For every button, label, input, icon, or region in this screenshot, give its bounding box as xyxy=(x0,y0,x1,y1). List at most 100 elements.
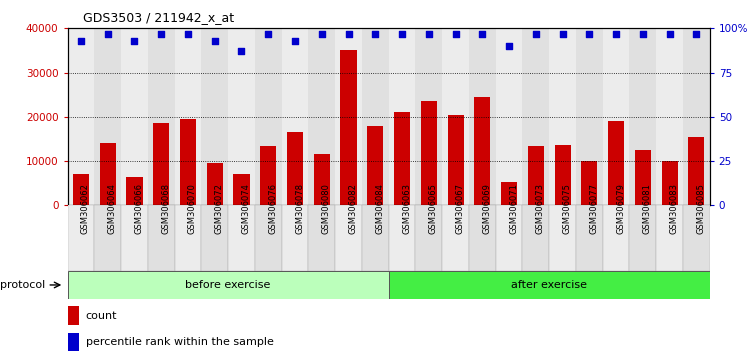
Bar xyxy=(501,182,517,205)
Bar xyxy=(602,28,629,205)
Text: GSM306065: GSM306065 xyxy=(429,183,438,234)
Bar xyxy=(549,28,576,205)
Bar xyxy=(362,28,389,205)
Bar xyxy=(68,28,95,205)
Bar xyxy=(309,28,335,205)
Text: GSM306076: GSM306076 xyxy=(268,183,277,234)
Bar xyxy=(608,121,624,205)
Point xyxy=(209,38,221,44)
Bar xyxy=(201,28,228,205)
Point xyxy=(476,31,488,36)
Text: GSM306067: GSM306067 xyxy=(456,183,465,234)
Bar xyxy=(255,205,282,271)
Bar xyxy=(448,115,463,205)
Text: GSM306066: GSM306066 xyxy=(134,183,143,234)
Bar xyxy=(475,97,490,205)
Text: GSM306082: GSM306082 xyxy=(348,183,357,234)
Bar xyxy=(549,205,576,271)
Point xyxy=(664,31,676,36)
Text: GSM306063: GSM306063 xyxy=(402,183,411,234)
Bar xyxy=(121,205,148,271)
Bar xyxy=(68,306,79,325)
Bar xyxy=(255,28,282,205)
Text: GSM306080: GSM306080 xyxy=(321,183,330,234)
Point xyxy=(101,31,113,36)
Point xyxy=(236,48,248,54)
Bar xyxy=(73,175,89,205)
Bar xyxy=(683,205,710,271)
Bar xyxy=(576,205,602,271)
Bar xyxy=(174,28,201,205)
Point xyxy=(637,31,649,36)
Bar xyxy=(442,28,469,205)
Text: GSM306077: GSM306077 xyxy=(590,183,599,234)
Bar xyxy=(234,175,249,205)
Bar xyxy=(415,205,442,271)
Bar xyxy=(174,205,201,271)
Text: GSM306073: GSM306073 xyxy=(535,183,544,234)
Bar xyxy=(683,28,710,205)
Bar xyxy=(415,28,442,205)
Bar xyxy=(394,113,410,205)
Text: GSM306084: GSM306084 xyxy=(376,183,385,234)
Point xyxy=(584,31,596,36)
Point xyxy=(556,31,569,36)
Bar xyxy=(581,161,597,205)
Text: GSM306079: GSM306079 xyxy=(616,183,625,234)
Point xyxy=(396,31,408,36)
Bar xyxy=(335,205,362,271)
Point xyxy=(182,31,194,36)
Point xyxy=(503,43,515,49)
Point xyxy=(369,31,382,36)
Bar xyxy=(496,205,523,271)
Bar xyxy=(635,150,651,205)
Text: GDS3503 / 211942_x_at: GDS3503 / 211942_x_at xyxy=(83,11,234,24)
Text: count: count xyxy=(86,311,117,321)
Bar xyxy=(421,101,437,205)
Bar xyxy=(228,205,255,271)
Point xyxy=(610,31,622,36)
Point xyxy=(75,38,87,44)
Bar xyxy=(207,163,223,205)
Bar xyxy=(121,28,148,205)
Bar xyxy=(629,28,656,205)
Bar xyxy=(389,271,710,299)
Text: GSM306068: GSM306068 xyxy=(161,183,170,234)
Point xyxy=(289,38,301,44)
Point xyxy=(423,31,435,36)
Bar xyxy=(95,205,121,271)
Bar xyxy=(153,124,169,205)
Bar xyxy=(261,145,276,205)
Bar xyxy=(367,126,383,205)
Text: GSM306070: GSM306070 xyxy=(188,183,197,234)
Bar xyxy=(629,205,656,271)
Text: GSM306085: GSM306085 xyxy=(696,183,705,234)
Bar xyxy=(469,205,496,271)
Point xyxy=(450,31,462,36)
Text: percentile rank within the sample: percentile rank within the sample xyxy=(86,337,273,347)
Point xyxy=(529,31,541,36)
Bar xyxy=(469,28,496,205)
Text: GSM306062: GSM306062 xyxy=(81,183,90,234)
Bar xyxy=(442,205,469,271)
Point xyxy=(342,31,354,36)
Text: GSM306083: GSM306083 xyxy=(670,183,679,234)
Bar xyxy=(602,205,629,271)
Bar xyxy=(523,28,549,205)
Bar xyxy=(656,205,683,271)
Bar xyxy=(362,205,389,271)
Bar xyxy=(528,145,544,205)
Bar xyxy=(68,333,79,351)
Bar xyxy=(554,145,571,205)
Bar xyxy=(662,161,677,205)
Bar xyxy=(282,28,309,205)
Bar xyxy=(201,205,228,271)
Bar xyxy=(287,132,303,205)
Bar xyxy=(180,119,196,205)
Text: GSM306078: GSM306078 xyxy=(295,183,304,234)
Bar xyxy=(688,137,704,205)
Bar xyxy=(95,28,121,205)
Bar xyxy=(656,28,683,205)
Bar xyxy=(496,28,523,205)
Bar xyxy=(68,271,389,299)
